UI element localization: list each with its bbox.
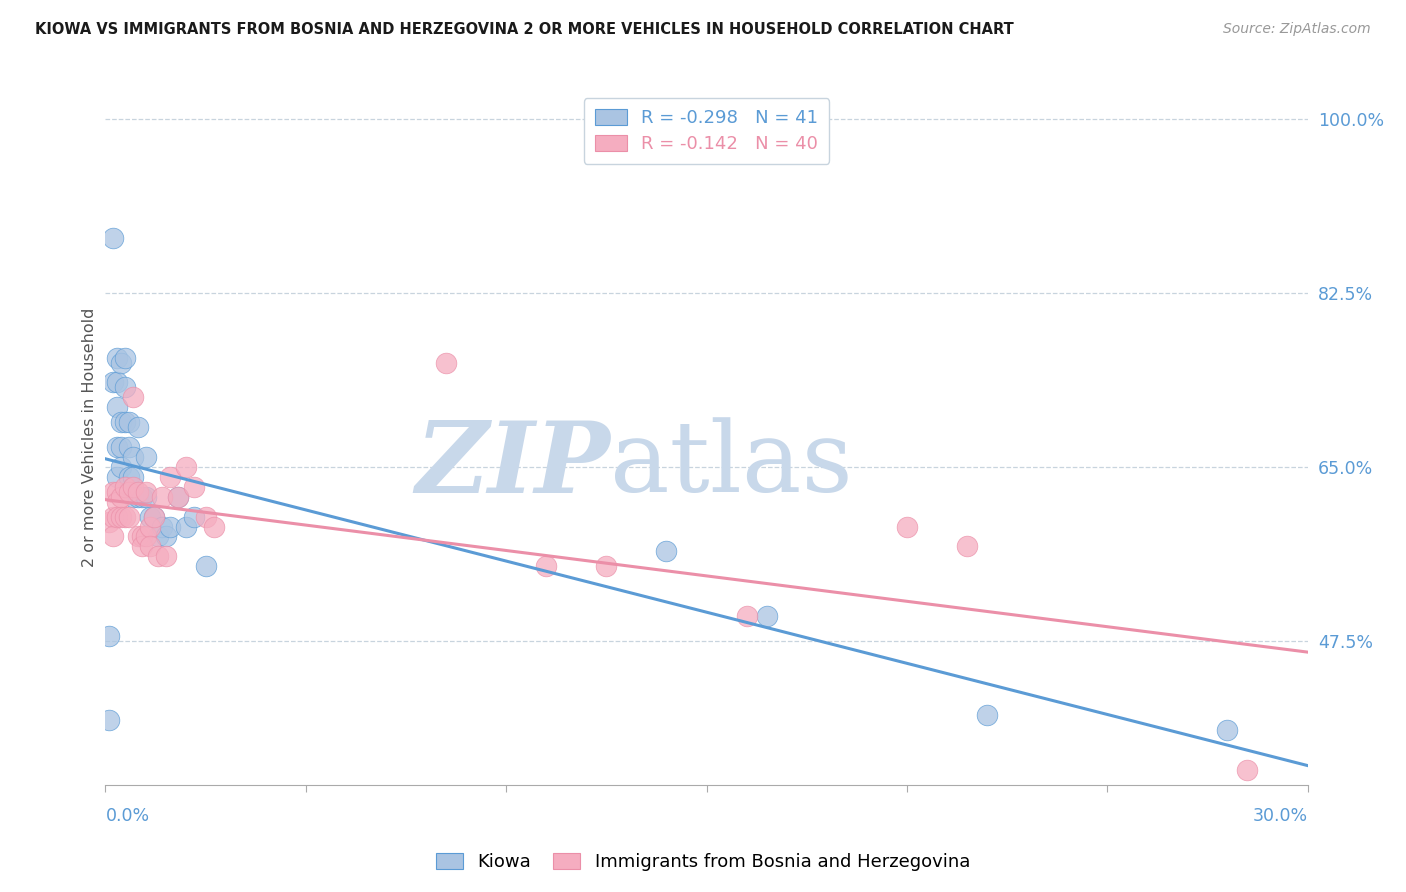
Point (122, 390, 145, 404)
Point (155, 549, 177, 564)
Point (107, 470, 129, 484)
Point (131, 540, 153, 554)
Point (98, 629, 121, 643)
Point (103, 529, 125, 543)
Point (127, 490, 149, 504)
Point (1216, 723, 1239, 738)
Point (131, 490, 153, 504)
Point (114, 480, 136, 494)
Point (135, 490, 157, 504)
Point (194, 509, 217, 524)
Point (135, 484, 157, 499)
Point (103, 509, 125, 524)
Point (127, 484, 149, 499)
Point (194, 559, 217, 574)
Point (98, 515, 121, 529)
Point (131, 529, 153, 543)
Point (114, 351, 136, 365)
Point (110, 355, 132, 369)
Text: atlas: atlas (610, 417, 853, 513)
Point (896, 519, 918, 533)
Legend: R = -0.298   N = 41, R = -0.142   N = 40: R = -0.298 N = 41, R = -0.142 N = 40 (583, 98, 830, 163)
Point (98, 714, 121, 728)
Point (107, 440, 129, 454)
Point (976, 708, 998, 723)
Point (114, 509, 136, 524)
Point (735, 609, 758, 624)
Point (107, 484, 129, 499)
Point (127, 529, 149, 543)
Point (114, 380, 136, 394)
Point (595, 559, 617, 574)
Point (146, 549, 169, 564)
Legend: Kiowa, Immigrants from Bosnia and Herzegovina: Kiowa, Immigrants from Bosnia and Herzeg… (429, 846, 977, 879)
Point (155, 529, 177, 543)
Point (146, 529, 169, 543)
Point (138, 519, 160, 533)
Point (166, 490, 188, 504)
Point (174, 459, 197, 474)
Point (110, 490, 132, 504)
Text: 0.0%: 0.0% (105, 807, 149, 825)
Point (138, 509, 160, 524)
Point (107, 351, 129, 365)
Point (118, 509, 141, 524)
Point (183, 480, 205, 494)
Y-axis label: 2 or more Vehicles in Household: 2 or more Vehicles in Household (82, 308, 97, 566)
Point (110, 440, 132, 454)
Point (103, 484, 125, 499)
Point (956, 540, 979, 554)
Point (166, 490, 188, 504)
Point (107, 376, 129, 390)
Point (655, 544, 678, 558)
Text: ZIP: ZIP (415, 417, 610, 513)
Point (150, 490, 173, 504)
Text: KIOWA VS IMMIGRANTS FROM BOSNIA AND HERZEGOVINA 2 OR MORE VEHICLES IN HOUSEHOLD : KIOWA VS IMMIGRANTS FROM BOSNIA AND HERZ… (35, 22, 1014, 37)
Point (135, 450, 157, 464)
Point (159, 519, 181, 533)
Point (110, 459, 132, 474)
Point (114, 415, 136, 429)
Point (183, 509, 205, 524)
Point (142, 509, 165, 524)
Point (122, 450, 145, 464)
Point (122, 470, 145, 484)
Point (755, 609, 778, 624)
Point (118, 470, 141, 484)
Point (122, 480, 145, 494)
Point (110, 415, 132, 429)
Point (122, 490, 145, 504)
Point (107, 401, 129, 415)
Point (103, 376, 125, 390)
Point (174, 519, 197, 533)
Point (1236, 763, 1258, 777)
Point (202, 519, 225, 533)
Point (138, 540, 160, 554)
Point (107, 509, 129, 524)
Point (434, 355, 457, 369)
Point (127, 420, 149, 434)
Point (118, 484, 141, 499)
Point (103, 231, 125, 245)
Point (107, 494, 129, 508)
Point (142, 509, 165, 524)
Point (534, 559, 557, 574)
Point (150, 519, 173, 533)
Point (110, 509, 132, 524)
Point (118, 415, 141, 429)
Point (159, 470, 181, 484)
Point (135, 529, 157, 543)
Text: 30.0%: 30.0% (1253, 807, 1308, 825)
Text: Source: ZipAtlas.com: Source: ZipAtlas.com (1223, 22, 1371, 37)
Point (118, 440, 141, 454)
